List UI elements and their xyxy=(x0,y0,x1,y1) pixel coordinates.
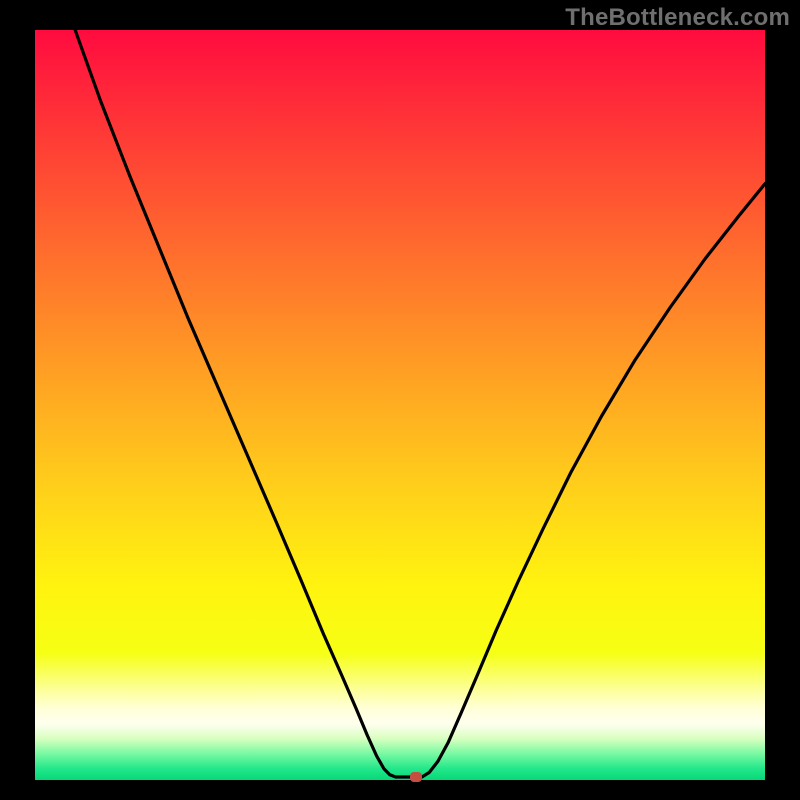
chart-frame: TheBottleneck.com xyxy=(0,0,800,800)
curve-right-branch xyxy=(422,184,765,777)
minimum-marker xyxy=(410,772,422,782)
curve-left-branch xyxy=(75,30,411,777)
bottleneck-curve xyxy=(35,30,765,780)
watermark-text: TheBottleneck.com xyxy=(565,4,790,32)
gradient-plot-area xyxy=(35,30,765,780)
